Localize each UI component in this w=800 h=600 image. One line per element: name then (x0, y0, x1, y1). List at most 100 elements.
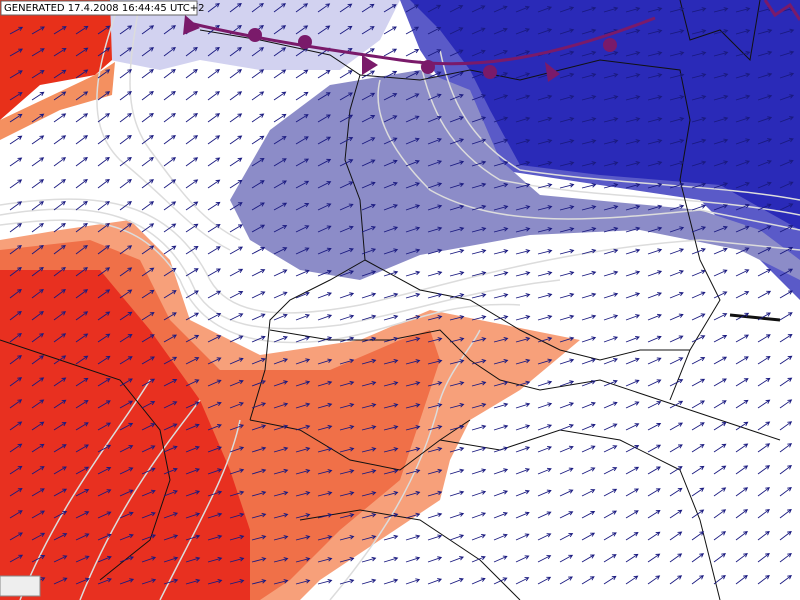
wind-arrow (427, 49, 442, 57)
wind-arrow (449, 315, 465, 321)
wind-arrow (9, 26, 24, 35)
wind-arrow (405, 26, 420, 35)
wind-arrow (669, 138, 685, 145)
wind-arrow (559, 336, 575, 343)
wind-arrow (383, 469, 399, 475)
wind-arrow (383, 248, 399, 255)
wind-arrow (427, 446, 443, 453)
wind-arrow (185, 578, 201, 585)
wind-arrow (603, 423, 618, 431)
wind-arrow (383, 4, 397, 13)
wind-arrow (515, 446, 531, 453)
wind-arrow (317, 203, 332, 211)
wind-arrow (559, 511, 574, 519)
wind-arrow (647, 553, 661, 563)
wind-arrow (97, 223, 110, 233)
wind-arrow (713, 574, 726, 585)
wind-arrow (207, 490, 223, 497)
wind-arrow (185, 179, 199, 189)
wind-arrow (383, 70, 398, 79)
wind-arrow (559, 576, 573, 585)
wind-arrow (713, 443, 727, 453)
wind-arrow (339, 491, 355, 497)
wind-arrow (53, 533, 68, 541)
wind-arrow (625, 51, 641, 57)
wind-arrow (471, 555, 486, 563)
wind-arrow (141, 312, 155, 321)
generated-stamp: GENERATED 17.4.2008 16:44:45 UTC+2 (4, 3, 205, 14)
wind-arrow (207, 201, 221, 211)
wind-arrow (207, 578, 223, 585)
wind-arrow (9, 510, 23, 519)
wind-arrow (339, 425, 355, 431)
wind-arrow (471, 380, 487, 387)
wind-arrow (339, 578, 355, 585)
wind-arrow (361, 137, 376, 145)
wind-arrow (207, 512, 223, 519)
wind-arrow (691, 94, 707, 101)
wind-arrow (119, 201, 132, 211)
wind-arrow (53, 266, 66, 277)
wind-arrow (97, 533, 112, 541)
wind-arrow (581, 554, 595, 563)
wind-arrow (361, 491, 377, 497)
wind-arrow (691, 7, 707, 13)
wind-arrow (625, 466, 640, 475)
wind-arrow (603, 510, 617, 519)
wind-arrow (251, 47, 265, 57)
wind-arrow (779, 290, 793, 299)
wind-arrow (317, 469, 333, 475)
wind-arrow (559, 94, 575, 101)
wind-arrow (757, 552, 770, 563)
wind-arrow (295, 69, 309, 79)
wind-arrow (647, 313, 662, 321)
wind-arrow (647, 575, 661, 585)
wind-arrow (383, 226, 399, 233)
wind-arrow (339, 70, 353, 79)
wind-arrow (295, 380, 311, 387)
wind-arrow (207, 246, 221, 255)
wind-arrow (691, 51, 707, 57)
wind-arrow (515, 424, 531, 431)
wind-arrow (647, 95, 663, 101)
wind-arrow (515, 205, 531, 211)
wind-arrow (471, 534, 486, 541)
wind-arrow (273, 424, 289, 431)
wind-arrow (735, 399, 749, 409)
wind-arrow (779, 28, 795, 35)
wind-arrow (207, 290, 222, 299)
wind-arrow (119, 556, 134, 563)
wind-arrow (339, 247, 354, 255)
wind-arrow (383, 314, 399, 321)
wind-arrow (581, 532, 596, 541)
wind-arrow (339, 92, 353, 101)
wind-arrow (427, 248, 443, 255)
wind-arrow (119, 400, 134, 409)
wind-arrow (383, 534, 399, 541)
wind-arrow (229, 47, 242, 57)
wind-arrow (603, 554, 617, 563)
wind-arrow (493, 533, 508, 541)
wind-arrow (471, 27, 486, 35)
wind-arrow (625, 95, 641, 101)
wind-arrow (273, 468, 289, 475)
wind-arrow (515, 555, 530, 563)
wind-arrow (537, 424, 553, 431)
wind-arrow (163, 267, 177, 277)
wind-arrow (757, 290, 772, 299)
wind-arrow (427, 182, 443, 189)
wind-arrow (515, 336, 531, 343)
wind-arrow (31, 201, 44, 211)
wind-arrow (119, 134, 132, 145)
wind-arrow (713, 51, 729, 57)
wind-arrow (185, 334, 200, 343)
wind-arrow (163, 47, 176, 57)
wind-arrow (317, 358, 333, 365)
wind-arrow (163, 290, 177, 299)
wind-arrow (449, 71, 464, 79)
wind-arrow (251, 313, 266, 321)
wind-arrow (757, 443, 771, 453)
wind-arrow (559, 380, 575, 387)
wind-arrow (97, 489, 112, 497)
wind-arrow (493, 490, 509, 497)
